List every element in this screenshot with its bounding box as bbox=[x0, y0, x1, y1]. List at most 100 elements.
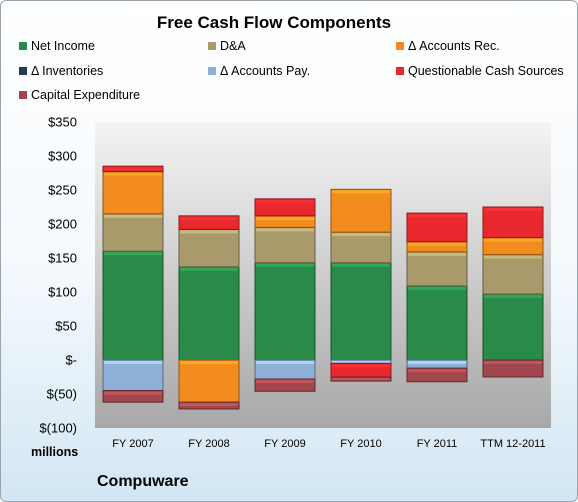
bar-segment bbox=[330, 231, 392, 264]
y-tick-label: $150 bbox=[48, 251, 77, 266]
bar-segment bbox=[482, 293, 544, 361]
bar-highlight bbox=[484, 361, 542, 364]
bar-highlight bbox=[484, 208, 542, 211]
bar-segment bbox=[482, 359, 544, 378]
legend-label: D&A bbox=[220, 39, 246, 53]
bar-segment bbox=[178, 228, 240, 268]
bar-highlight bbox=[104, 252, 162, 256]
bar-segment bbox=[482, 254, 544, 295]
legend-label: Δ Accounts Rec. bbox=[408, 39, 500, 53]
bar-highlight bbox=[180, 403, 238, 407]
x-category-label: FY 2009 bbox=[264, 438, 305, 450]
bar-highlight bbox=[408, 214, 466, 218]
y-tick-label: $200 bbox=[48, 217, 77, 232]
legend-item-net-income: Net Income bbox=[19, 39, 95, 53]
legend-item-da: D&A bbox=[208, 39, 246, 53]
legend-label: Questionable Cash Sources bbox=[408, 64, 564, 78]
legend-swatch bbox=[396, 67, 404, 75]
bar-highlight bbox=[180, 230, 238, 234]
bar-segment bbox=[254, 262, 316, 361]
y-tick-label: $(100) bbox=[39, 421, 77, 436]
legend-swatch bbox=[208, 67, 216, 75]
bar-highlight bbox=[104, 172, 162, 176]
bars-group bbox=[102, 165, 544, 410]
bar-highlight bbox=[484, 295, 542, 299]
bar-highlight bbox=[408, 252, 466, 256]
legend-label: Δ Accounts Pay. bbox=[220, 64, 311, 78]
bar-segment bbox=[330, 188, 392, 233]
x-category-label: FY 2007 bbox=[112, 438, 153, 450]
bar-highlight bbox=[180, 216, 238, 220]
bar-highlight bbox=[332, 378, 390, 381]
bar-segment bbox=[102, 359, 164, 392]
bar-segment bbox=[178, 359, 240, 403]
chart-title: Free Cash Flow Components bbox=[156, 13, 392, 32]
bar-highlight bbox=[180, 267, 238, 271]
y-tick-label: $250 bbox=[48, 183, 77, 198]
x-label-group: FY 2007 FY 2008 FY 2009 FY 2010 FY 2011 TTM 1… bbox=[112, 438, 545, 450]
bar-segment bbox=[406, 251, 468, 287]
bar-highlight bbox=[332, 361, 390, 363]
bar-segment bbox=[102, 390, 164, 403]
legend-swatch bbox=[396, 42, 404, 50]
legend-item-capex: Capital Expenditure bbox=[19, 88, 140, 102]
bar-highlight bbox=[256, 361, 314, 364]
x-category-label: FY 2011 bbox=[417, 438, 458, 450]
bar-highlight bbox=[180, 361, 238, 364]
bar-highlight bbox=[484, 255, 542, 259]
bar-highlight bbox=[332, 233, 390, 237]
bar-segment bbox=[406, 285, 468, 361]
legend-swatch bbox=[19, 42, 27, 50]
bar-highlight bbox=[332, 364, 390, 368]
y-tick-label: $100 bbox=[48, 285, 77, 300]
bar-highlight bbox=[104, 361, 162, 364]
bar-segment bbox=[406, 212, 468, 243]
plot-area bbox=[95, 122, 551, 428]
company-name: Compuware bbox=[97, 473, 189, 490]
bar-segment bbox=[102, 250, 164, 361]
x-category-label: FY 2008 bbox=[188, 438, 229, 450]
x-category-label: FY 2010 bbox=[340, 438, 381, 450]
y-tick-group: $(100) $(50) $- $50 $100 $150 $200 $250 $300 $350 bbox=[39, 115, 77, 436]
legend-swatch bbox=[208, 42, 216, 50]
bar-segment bbox=[178, 266, 240, 361]
bar-highlight bbox=[256, 216, 314, 220]
bar-highlight bbox=[256, 263, 314, 267]
bar-highlight bbox=[256, 199, 314, 203]
bar-segment bbox=[482, 206, 544, 239]
bar-highlight bbox=[408, 369, 466, 373]
y-tick-label: $50 bbox=[55, 319, 77, 334]
y-tick-label: $- bbox=[65, 353, 77, 368]
legend-swatch bbox=[19, 91, 27, 99]
y-tick-label: $300 bbox=[48, 149, 77, 164]
bar-highlight bbox=[104, 214, 162, 218]
x-category-label: TTM 12-2011 bbox=[480, 438, 545, 450]
legend-item-accounts-pay: Δ Accounts Pay. bbox=[208, 64, 310, 78]
legend-label: Δ Inventories bbox=[31, 64, 104, 78]
bar-segment bbox=[330, 262, 392, 361]
legend-swatch bbox=[19, 67, 27, 75]
y-tick-label: $(50) bbox=[47, 387, 77, 402]
bar-highlight bbox=[408, 242, 466, 246]
bar-segment bbox=[254, 198, 316, 217]
bar-highlight bbox=[256, 228, 314, 232]
bar-highlight bbox=[332, 190, 390, 194]
bar-highlight bbox=[104, 167, 162, 171]
legend-item-questionable: Questionable Cash Sources bbox=[396, 64, 564, 78]
bar-highlight bbox=[408, 286, 466, 290]
y-tick-label: $350 bbox=[48, 115, 77, 130]
bar-highlight bbox=[332, 263, 390, 267]
bar-highlight bbox=[408, 361, 466, 364]
bar-segment bbox=[254, 226, 316, 264]
bar-highlight bbox=[484, 238, 542, 242]
bar-segment bbox=[102, 213, 164, 252]
legend-label: Net Income bbox=[31, 39, 95, 53]
legend-item-accounts-rec: Δ Accounts Rec. bbox=[396, 39, 500, 53]
units-label: millions bbox=[31, 445, 79, 459]
bar-highlight bbox=[256, 380, 314, 384]
legend-item-inventories: Δ Inventories bbox=[19, 64, 103, 78]
bar-segment bbox=[102, 171, 164, 215]
bar-highlight bbox=[104, 391, 162, 395]
